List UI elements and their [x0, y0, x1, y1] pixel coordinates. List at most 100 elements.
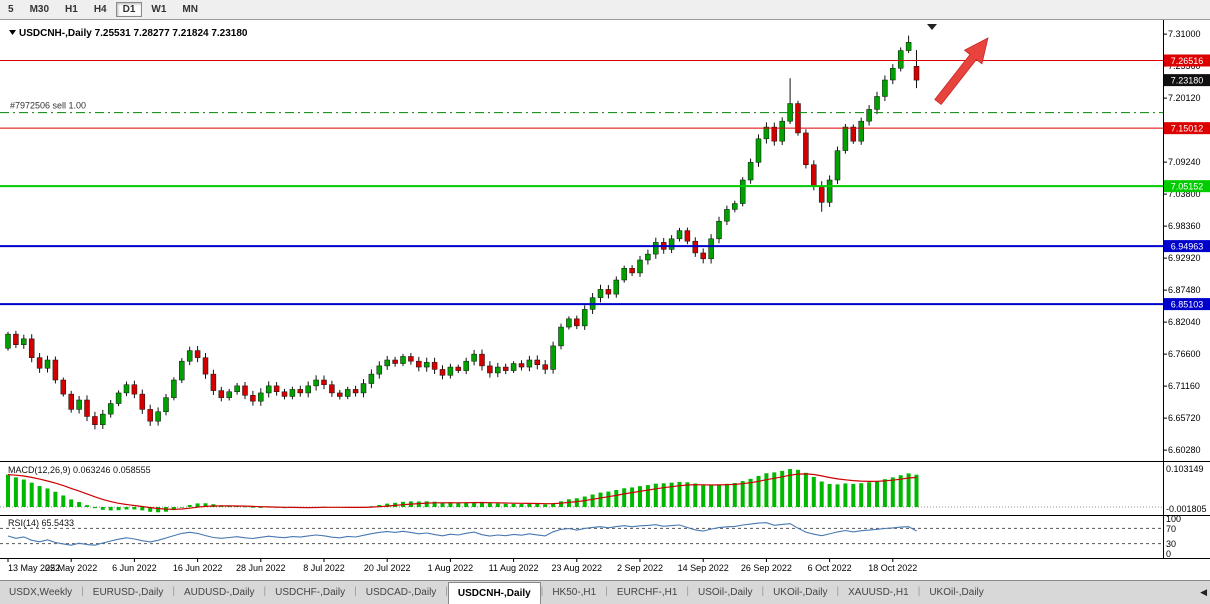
- candle: [368, 373, 375, 384]
- macd-bar: [53, 491, 58, 507]
- price-tick-label: 6.60280: [1168, 445, 1201, 455]
- candle: [676, 230, 683, 240]
- macd-bar: [503, 503, 508, 507]
- level-lines: [0, 59, 1163, 306]
- macd-bar: [898, 475, 903, 507]
- macd-bar: [432, 501, 437, 507]
- macd-bar: [598, 492, 603, 507]
- tab-divider: |: [761, 586, 765, 597]
- tab-audusd-daily-2[interactable]: AUDUSD-,Daily: [183, 587, 255, 598]
- tab-divider: |: [81, 586, 84, 597]
- candle: [629, 267, 635, 274]
- timeframe-button-d1[interactable]: D1: [115, 2, 143, 17]
- macd-bar: [606, 491, 611, 507]
- macd-bar: [61, 495, 66, 507]
- candle: [897, 50, 904, 69]
- price-tick-label: 6.87480: [1168, 285, 1201, 295]
- tab-usdchf-daily-3[interactable]: USDCHF-,Daily: [275, 587, 346, 598]
- price-tick-label: 7.09240: [1168, 157, 1201, 167]
- candle: [273, 385, 280, 393]
- macd-bar: [472, 502, 477, 507]
- price-badge-label: 6.94963: [1171, 242, 1204, 252]
- chart-objects[interactable]: [927, 24, 989, 106]
- candle: [826, 179, 833, 203]
- macd-bar: [827, 483, 832, 507]
- candle: [281, 391, 288, 397]
- macd-axis-max: 0.103149: [1166, 464, 1204, 474]
- tab-eurusd-daily-1[interactable]: EURUSD-,Daily: [92, 587, 164, 598]
- tab-usdcad-daily-4[interactable]: USDCAD-,Daily: [365, 587, 437, 598]
- timeframe-button-h1[interactable]: H1: [65, 4, 78, 15]
- macd-bar: [179, 507, 184, 508]
- chart-dropdown-icon[interactable]: [9, 30, 16, 35]
- macd-bar: [867, 482, 872, 507]
- candle: [360, 383, 367, 394]
- macd-bar: [424, 501, 429, 507]
- macd-bar: [195, 503, 200, 507]
- macd-bar: [669, 482, 674, 507]
- tab-usdx-weekly-0[interactable]: USDX,Weekly: [9, 587, 73, 598]
- timeframe-button-5[interactable]: 5: [8, 4, 14, 15]
- macd-bar: [709, 485, 714, 507]
- candle: [92, 416, 98, 425]
- macd-bar: [559, 501, 563, 507]
- candle: [566, 318, 572, 328]
- candle: [708, 238, 714, 260]
- macd-bar: [724, 483, 729, 507]
- macd-bar: [377, 504, 382, 507]
- candle: [392, 359, 398, 364]
- timeframe-button-mn[interactable]: MN: [182, 4, 198, 15]
- timeframe-button-m30[interactable]: M30: [29, 4, 50, 15]
- macd-bar: [495, 503, 500, 507]
- timeframe-button-w1[interactable]: W1: [151, 4, 167, 15]
- macd-bar: [148, 507, 153, 512]
- candle: [645, 253, 651, 261]
- position-label: #7972506 sell 1.00: [10, 101, 86, 111]
- macd-bar: [156, 507, 161, 513]
- tab-ukoil-daily-11[interactable]: UKOil-,Daily: [929, 587, 984, 598]
- timeframe-button-h4[interactable]: H4: [93, 4, 107, 15]
- tab-ukoil-daily-9[interactable]: UKOil-,Daily: [773, 587, 828, 598]
- candle: [890, 67, 896, 81]
- macd-bar: [124, 507, 129, 510]
- candle: [52, 359, 59, 381]
- rsi-pane: [0, 522, 1163, 546]
- macd-bar: [851, 483, 856, 507]
- price-tick-label: 6.98360: [1168, 221, 1201, 231]
- chart-area[interactable]: 13 May 2022 25 May 2022 6 Jun 2022 16 Jun 2…: [0, 20, 1210, 580]
- tab-eurchf-h1-7[interactable]: EURCHF-,H1: [616, 587, 678, 598]
- tab-usdcnh-daily-5[interactable]: USDCNH-,Daily: [447, 582, 541, 604]
- tab-hk50-h1-6[interactable]: HK50-,H1: [552, 587, 597, 598]
- candle: [795, 103, 801, 134]
- macd-bar: [77, 502, 82, 507]
- candle: [337, 392, 343, 397]
- rsi-label: RSI(14) 65.5433: [8, 518, 74, 528]
- date-label: 26 Sep 2022: [741, 563, 792, 573]
- price-axis[interactable]: 7.310007.255607.201207.146807.092407.038…: [1163, 29, 1210, 455]
- candle: [194, 350, 201, 358]
- candle: [44, 359, 51, 369]
- date-label: 6 Jun 2022: [112, 563, 157, 573]
- tab-xauusd-h1-10[interactable]: XAUUSD-,H1: [848, 587, 909, 598]
- macd-bar: [171, 507, 176, 511]
- macd-bar: [543, 504, 548, 507]
- candle: [581, 309, 588, 327]
- date-label: 16 Jun 2022: [173, 563, 223, 573]
- tab-divider: |: [540, 586, 544, 597]
- candle: [811, 164, 817, 187]
- candle: [755, 138, 762, 163]
- candle: [179, 360, 185, 381]
- tab-scroll-left-icon[interactable]: ◀: [1200, 587, 1207, 597]
- trend-arrow-object[interactable]: [934, 37, 989, 106]
- candle: [732, 203, 738, 210]
- candle: [779, 120, 785, 142]
- candle: [186, 350, 193, 362]
- chart-tabbar: USDX,Weekly | EURUSD-,Daily | AUDUSD-,Daily |…: [0, 580, 1210, 604]
- macd-bar: [116, 507, 121, 511]
- tab-usoil-daily-8[interactable]: USOil-,Daily: [698, 587, 753, 598]
- macd-bar: [85, 505, 89, 507]
- candle: [305, 385, 311, 394]
